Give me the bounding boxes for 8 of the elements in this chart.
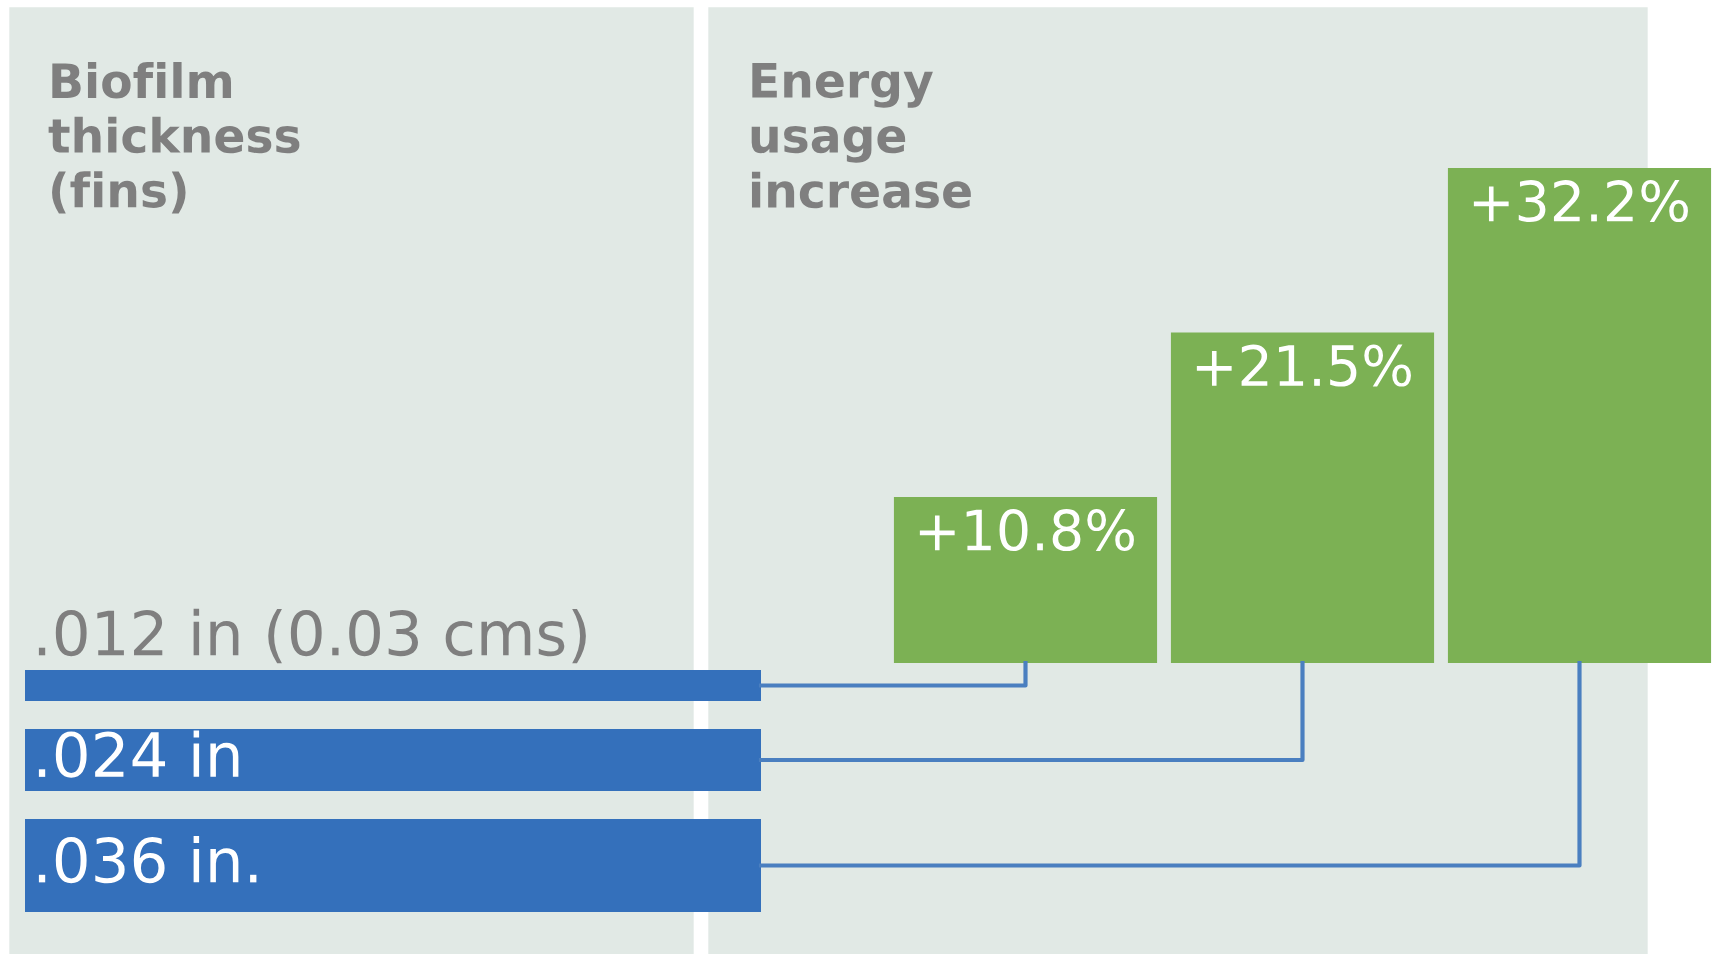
category-label: .036 in. xyxy=(38,835,257,884)
data-label: +32.2% xyxy=(1473,180,1688,223)
data-label: +10.8% xyxy=(919,509,1134,552)
text: Biofilm thickness (fins) xyxy=(48,62,300,214)
data-label: +21.5% xyxy=(1196,344,1411,387)
category-label: .024 in xyxy=(38,730,239,778)
chart-title: Energy usage increase xyxy=(751,63,971,209)
category-label: .012 in (0.03 cms) xyxy=(38,608,586,664)
